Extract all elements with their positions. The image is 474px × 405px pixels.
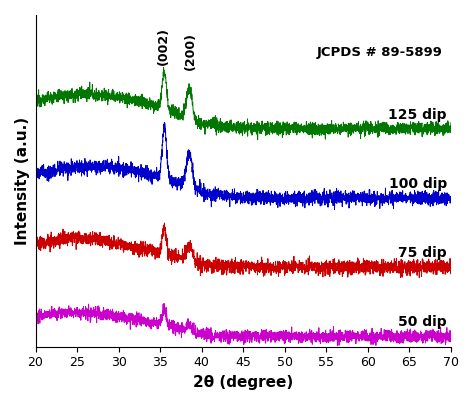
- Text: 125 dip: 125 dip: [388, 107, 447, 122]
- Text: 75 dip: 75 dip: [398, 246, 447, 260]
- Text: JCPDS # 89-5899: JCPDS # 89-5899: [317, 46, 443, 60]
- Text: (002): (002): [157, 27, 170, 65]
- Text: 100 dip: 100 dip: [389, 177, 447, 191]
- Y-axis label: Intensity (a.u.): Intensity (a.u.): [15, 117, 30, 245]
- X-axis label: 2θ (degree): 2θ (degree): [193, 375, 293, 390]
- Text: 50 dip: 50 dip: [398, 315, 447, 329]
- Text: (200): (200): [183, 32, 197, 70]
